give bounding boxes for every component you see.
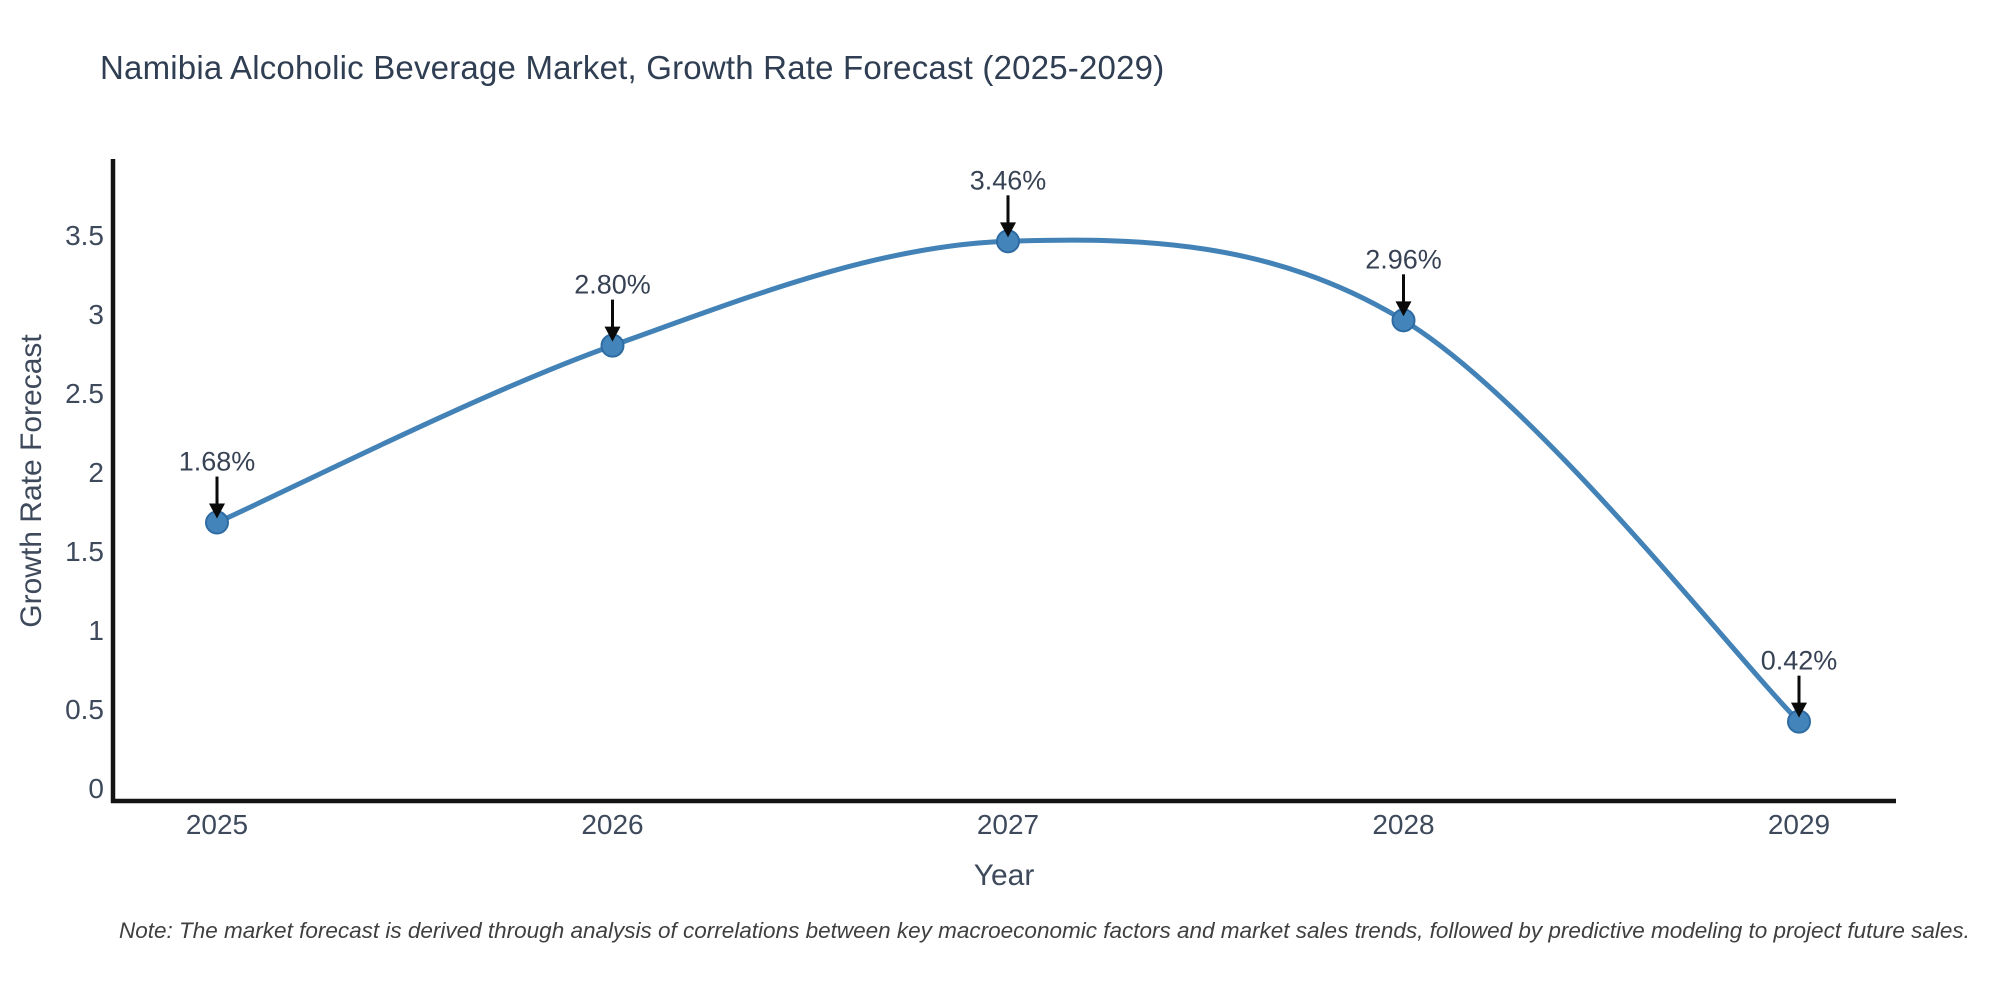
x-tick-label: 2025 xyxy=(186,809,248,840)
y-tick-label: 3.5 xyxy=(65,220,104,251)
note-text: Note: The market forecast is derived thr… xyxy=(119,918,1970,943)
annotation-arrow-head xyxy=(1791,702,1807,718)
x-tick-label: 2026 xyxy=(581,809,643,840)
chart-title: Namibia Alcoholic Beverage Market, Growt… xyxy=(100,49,1165,86)
y-tick-label: 1 xyxy=(88,615,104,646)
x-axis-title: Year xyxy=(973,859,1035,892)
annotation-label: 2.96% xyxy=(1365,244,1442,274)
annotation-label: 0.42% xyxy=(1761,646,1838,676)
y-tick-label: 1.5 xyxy=(65,536,104,567)
y-tick-label: 2.5 xyxy=(65,378,104,409)
y-tick-label: 0.5 xyxy=(65,694,104,725)
y-tick-label: 2 xyxy=(88,457,104,488)
y-tick-label: 0 xyxy=(88,773,104,804)
annotation-arrow-head xyxy=(1000,222,1016,238)
annotation-label: 2.80% xyxy=(574,270,651,300)
annotation-arrow-head xyxy=(1395,301,1412,317)
x-tick-label: 2027 xyxy=(977,809,1039,840)
annotation-arrow-head xyxy=(209,503,225,519)
x-tick-label: 2029 xyxy=(1768,809,1830,840)
forecast-line xyxy=(214,237,1802,725)
annotation-label: 1.68% xyxy=(179,447,256,477)
y-tick-label: 3 xyxy=(88,299,104,330)
annotation-arrow-head xyxy=(604,326,621,342)
annotation-label: 3.46% xyxy=(970,165,1047,195)
x-tick-label: 2028 xyxy=(1372,809,1434,840)
